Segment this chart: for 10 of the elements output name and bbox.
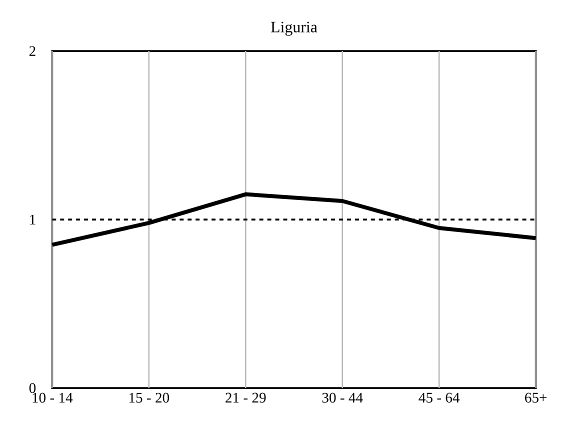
- x-tick-label: 10 - 14: [32, 392, 73, 403]
- x-tick-label: 65+: [525, 392, 547, 403]
- x-tick-label: 15 - 20: [129, 392, 170, 403]
- chart-title: Liguria: [271, 22, 318, 36]
- x-tick-label: 21 - 29: [226, 392, 266, 403]
- y-tick-label: 1: [30, 214, 36, 224]
- x-tick-label: 30 - 44: [322, 392, 363, 403]
- y-tick-label: 2: [29, 46, 36, 56]
- x-tick-label: 45 - 64: [418, 392, 460, 403]
- y-tick-label: 0: [29, 383, 36, 393]
